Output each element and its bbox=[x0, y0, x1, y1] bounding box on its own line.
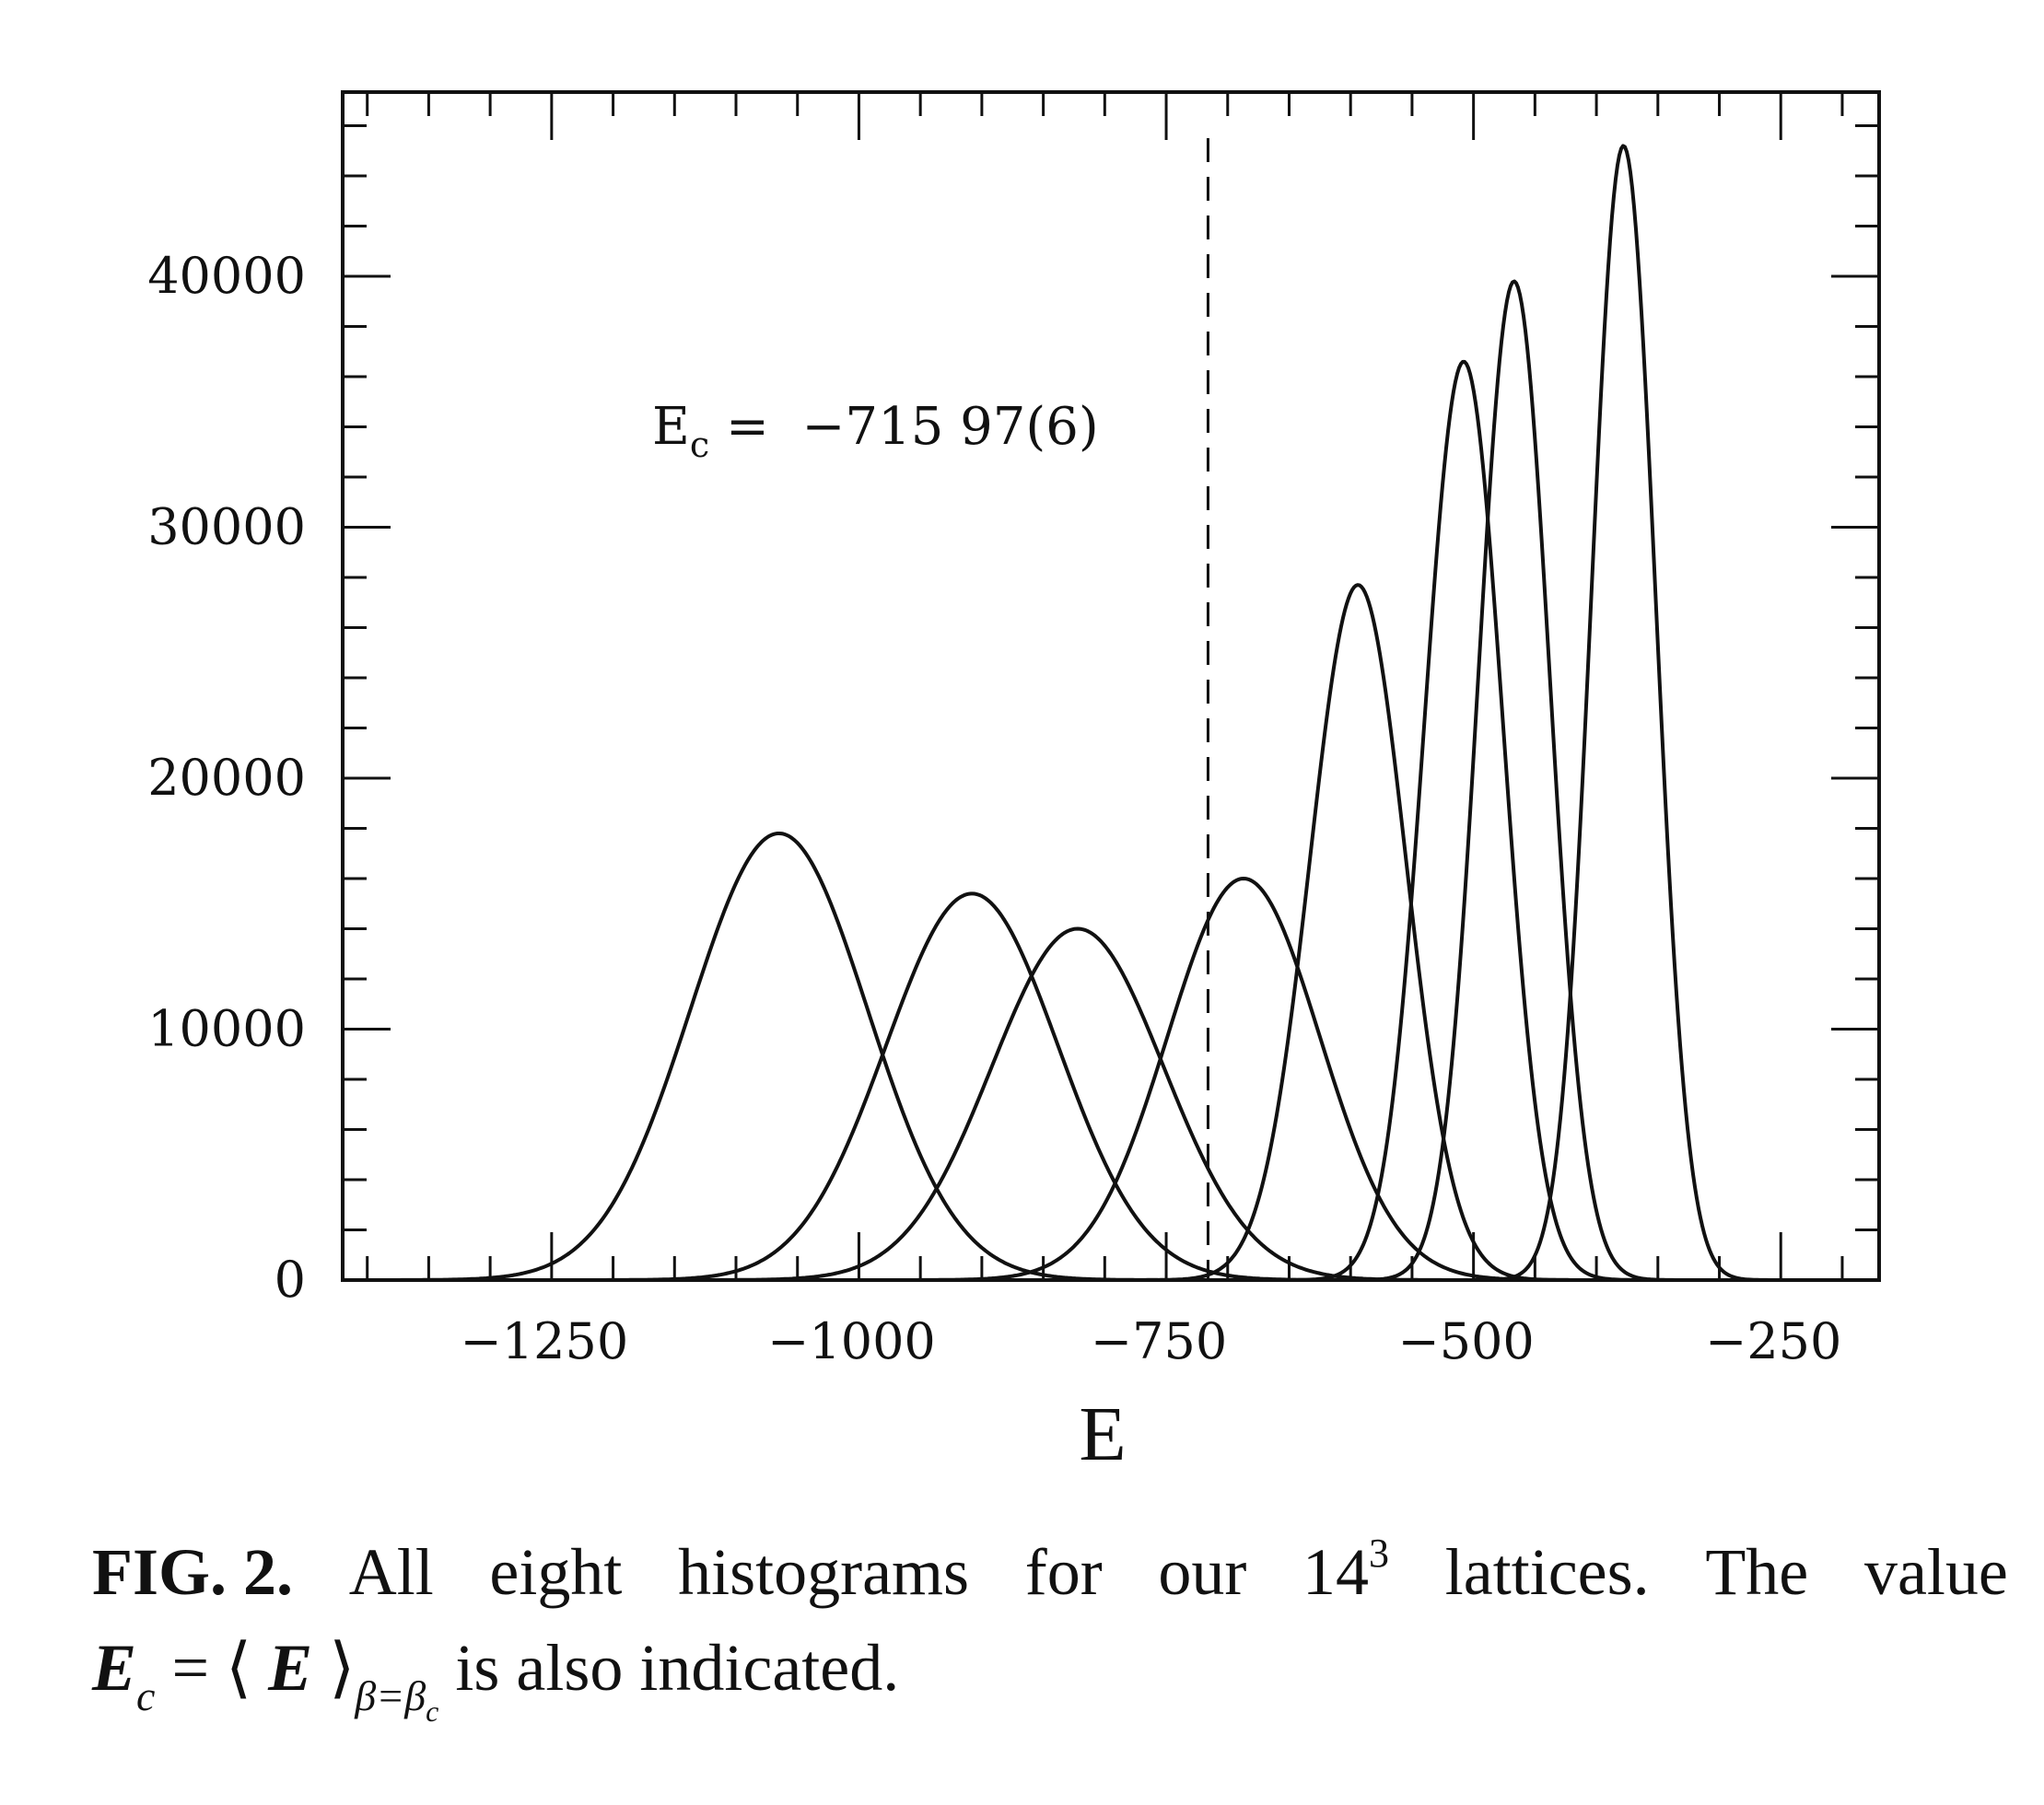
caption-word: value bbox=[1863, 1535, 2008, 1609]
histogram-plot: 0 10000 20000 30000 40000 −1250 −1000 −750 −500… bbox=[147, 90, 1881, 1477]
y-tick-label: 40000 bbox=[147, 247, 306, 305]
caption-word: The bbox=[1705, 1535, 1809, 1609]
histogram-curve-1 bbox=[343, 832, 1879, 1282]
caption-word: histograms bbox=[678, 1535, 970, 1609]
plot-frame bbox=[341, 90, 1881, 1282]
caption-math-E: E bbox=[92, 1631, 137, 1705]
caption-math-close: ⟩ bbox=[312, 1631, 356, 1705]
caption-word: for bbox=[1024, 1535, 1103, 1609]
caption-word: eight bbox=[489, 1535, 623, 1609]
y-tick-label: 30000 bbox=[147, 498, 306, 556]
caption-word: All bbox=[348, 1535, 434, 1609]
caption-word: our bbox=[1158, 1535, 1247, 1609]
x-tick-label: −1250 bbox=[461, 1312, 629, 1370]
x-tick-label: −1000 bbox=[767, 1312, 936, 1370]
annotation-value: = −715 97(6) bbox=[709, 397, 1099, 457]
annotation-E: E bbox=[652, 397, 690, 457]
histogram-curve-3 bbox=[343, 926, 1879, 1282]
critical-energy-annotation: Ec = −715 97(6) bbox=[652, 397, 1099, 465]
caption-word: lattices. bbox=[1444, 1535, 1650, 1609]
y-tick-label: 0 bbox=[274, 1251, 306, 1309]
y-tick-label: 20000 bbox=[147, 749, 306, 807]
caption-lattice-size: 143 bbox=[1302, 1531, 1390, 1610]
x-tick-label: −500 bbox=[1397, 1312, 1534, 1370]
histogram-curve-6 bbox=[343, 359, 1879, 1282]
histogram-curve-4 bbox=[343, 877, 1879, 1282]
x-tick-labels: −1250 −1000 −750 −500 −250 bbox=[461, 1312, 1842, 1370]
caption-rest: is also indicated. bbox=[438, 1631, 900, 1705]
caption-fig-label: FIG. 2. bbox=[92, 1535, 294, 1609]
histogram-curves bbox=[343, 144, 1879, 1282]
caption-math-sub-c: c bbox=[136, 1672, 156, 1719]
x-axis-title: E bbox=[1079, 1392, 1126, 1477]
axis-ticks bbox=[343, 92, 1879, 1282]
caption-exponent: 3 bbox=[1369, 1531, 1390, 1576]
figure-caption: FIG. 2. All eight histograms for our 143… bbox=[92, 1524, 2008, 1728]
caption-line-2: Ec = ⟨ E ⟩β=βc is also indicated. bbox=[92, 1620, 2008, 1728]
caption-math-E2: E bbox=[268, 1631, 313, 1705]
caption-math-eq: = ⟨ bbox=[155, 1631, 269, 1705]
caption-line-1: FIG. 2. All eight histograms for our 143… bbox=[92, 1524, 2008, 1620]
annotation-sub-c: c bbox=[690, 425, 709, 465]
caption-math-sub-beta: β=βc bbox=[355, 1672, 439, 1728]
y-tick-labels: 0 10000 20000 30000 40000 bbox=[147, 247, 306, 1309]
x-tick-label: −750 bbox=[1091, 1312, 1227, 1370]
x-tick-label: −250 bbox=[1705, 1312, 1841, 1370]
y-tick-label: 10000 bbox=[147, 1000, 306, 1058]
histogram-curve-8 bbox=[343, 144, 1879, 1282]
